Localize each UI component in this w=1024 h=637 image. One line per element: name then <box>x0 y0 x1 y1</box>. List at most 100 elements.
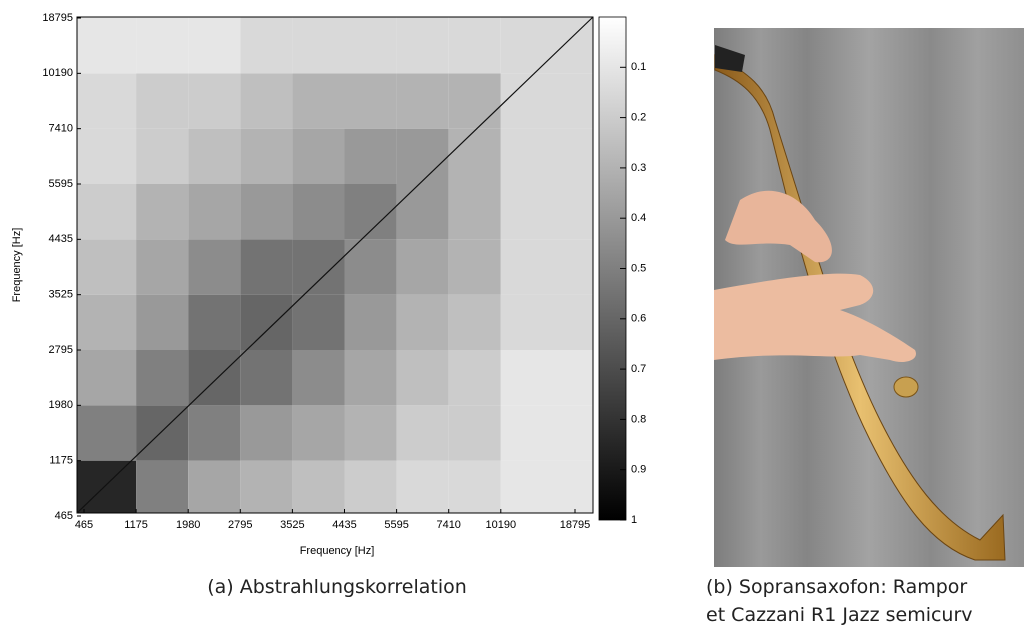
heatmap-cell <box>448 17 501 74</box>
heatmap-cell <box>188 239 241 295</box>
heatmap-cell <box>292 128 345 184</box>
heatmap-cell <box>448 460 501 513</box>
heatmap-cell <box>136 184 189 240</box>
caption-a: (a) Abstrahlungskorrelation <box>207 576 467 598</box>
heatmap-cell <box>240 239 293 295</box>
heatmap-cell <box>292 17 345 74</box>
heatmap-cell <box>77 184 137 240</box>
heatmap-cell <box>396 128 449 184</box>
heatmap-cell <box>77 294 137 350</box>
y-tick-label: 18795 <box>42 12 73 24</box>
heatmap-cell <box>188 128 241 184</box>
heatmap-cell <box>188 184 241 240</box>
heatmap-cell <box>396 17 449 74</box>
heatmap-cell <box>500 73 593 129</box>
heatmap-cell <box>396 350 449 406</box>
heatmap-cell <box>292 460 345 513</box>
heatmap-cell <box>500 239 593 295</box>
heatmap-cell <box>292 350 345 406</box>
colorbar-tick-label: 0.7 <box>631 363 646 375</box>
heatmap-cell <box>77 405 137 461</box>
heatmap-cell <box>344 17 397 74</box>
x-tick-label: 4435 <box>332 519 356 531</box>
heatmap-cell <box>292 184 345 240</box>
heatmap-cell <box>240 460 293 513</box>
heatmap-cell <box>240 184 293 240</box>
x-axis-label: Frequency [Hz] <box>300 545 375 557</box>
x-tick-label: 465 <box>75 519 93 531</box>
heatmap-cell <box>448 73 501 129</box>
heatmap-cell <box>396 294 449 350</box>
colorbar-tick-label: 0.6 <box>631 313 646 325</box>
heatmap-cell <box>344 239 397 295</box>
heatmap-cell <box>448 184 501 240</box>
colorbar-tick-label: 0.2 <box>631 112 646 124</box>
heatmap-cell <box>240 73 293 129</box>
colorbar-tick-label: 0.8 <box>631 413 646 425</box>
plot-frame <box>76 16 594 514</box>
heatmap-cell <box>77 128 137 184</box>
colorbar-tick-label: 0.4 <box>631 212 646 224</box>
y-axis-label: Frequency [Hz] <box>11 228 23 303</box>
x-tick-label: 5595 <box>384 519 408 531</box>
heatmap-cell <box>240 294 293 350</box>
heatmap-cell <box>188 17 241 74</box>
heatmap-cell <box>344 460 397 513</box>
heatmap-cell <box>344 405 397 461</box>
heatmap-cell <box>344 73 397 129</box>
colorbar-tick-label: 0.9 <box>631 464 646 476</box>
heatmap-cell <box>136 460 189 513</box>
heatmap-cell <box>448 239 501 295</box>
heatmap-cell <box>240 350 293 406</box>
colorbar-tick-label: 0.3 <box>631 162 646 174</box>
heatmap-cell <box>292 73 345 129</box>
heatmap-cell <box>448 294 501 350</box>
heatmap-cell <box>448 405 501 461</box>
heatmap-cell <box>448 350 501 406</box>
heatmap-cell <box>292 294 345 350</box>
diagonal <box>76 16 594 514</box>
x-tick-label: 10190 <box>486 519 517 531</box>
heatmap-cell <box>136 239 189 295</box>
heatmap-cell <box>188 73 241 129</box>
y-tick-label: 465 <box>55 510 73 522</box>
heatmap-cell <box>500 294 593 350</box>
x-tick-label: 18795 <box>560 519 591 531</box>
y-tick-label: 1175 <box>49 455 73 467</box>
heatmap-cell <box>396 405 449 461</box>
heatmap-cell <box>240 17 293 74</box>
heatmap-cell <box>136 350 189 406</box>
heatmap-cell <box>77 73 137 129</box>
heatmap-cell <box>344 350 397 406</box>
heatmap-cell <box>77 350 137 406</box>
heatmap-cell <box>136 294 189 350</box>
heatmap-cell <box>77 17 137 74</box>
heatmap-cell <box>396 73 449 129</box>
x-tick-label: 3525 <box>280 519 304 531</box>
heatmap-cell <box>500 128 593 184</box>
heatmap-cell <box>396 184 449 240</box>
heatmap-cell <box>292 405 345 461</box>
y-tick-label: 4435 <box>49 233 73 245</box>
heatmap-cell <box>500 17 593 74</box>
heatmap-cell <box>136 17 189 74</box>
heatmap-cell <box>240 128 293 184</box>
colorbar-tick-label: 0.1 <box>631 61 646 73</box>
photo <box>714 28 1024 567</box>
heatmap-cell <box>240 405 293 461</box>
colorbar-tick-label: 1 <box>631 514 637 526</box>
x-tick-label: 1980 <box>176 519 200 531</box>
heatmap-cell <box>188 460 241 513</box>
heatmap-cell <box>500 405 593 461</box>
y-tick-label: 1980 <box>49 399 73 411</box>
colorbar-tick-label: 0.5 <box>631 262 646 274</box>
heatmap-cell <box>396 239 449 295</box>
heatmap-cell <box>448 128 501 184</box>
heatmap-cell <box>396 460 449 513</box>
heatmap-cell <box>344 128 397 184</box>
heatmap-cell <box>500 350 593 406</box>
heatmap-cell <box>500 184 593 240</box>
x-tick-label: 7410 <box>436 519 460 531</box>
y-tick-label: 3525 <box>49 289 73 301</box>
